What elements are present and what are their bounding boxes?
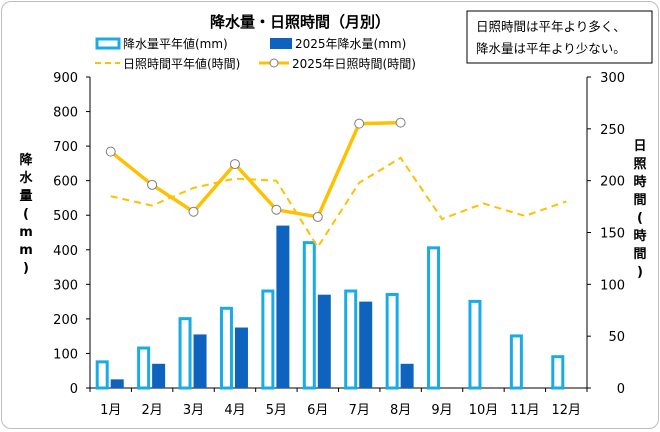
x-tick-label: 7月 bbox=[349, 403, 370, 418]
axis-label-char: 間 bbox=[633, 193, 646, 208]
legend-label-2025-sunshine: 2025年日照時間(時間) bbox=[292, 57, 416, 71]
left-tick-label: 0 bbox=[70, 382, 78, 397]
annotation-line-2: 降水量は平年より少ない。 bbox=[476, 41, 626, 56]
annotation-line-1: 日照時間は平年より多く、 bbox=[476, 19, 626, 34]
point-2025-sunshine bbox=[354, 118, 365, 129]
axis-label-char: 照 bbox=[633, 157, 646, 172]
right-tick-label: 150 bbox=[600, 227, 625, 242]
x-tick-label: 11月 bbox=[510, 403, 540, 418]
left-tick-label: 200 bbox=[53, 313, 78, 328]
point-2025-sunshine bbox=[188, 206, 199, 217]
bar-2025-precip bbox=[193, 334, 207, 388]
x-tick-label: 12月 bbox=[552, 403, 582, 418]
axis-label-char: 間 bbox=[633, 247, 646, 262]
annotation-box: 日照時間は平年より多く、 降水量は平年より少ない。 bbox=[466, 10, 653, 64]
bar-normal-precip bbox=[178, 317, 192, 390]
left-tick-label: 900 bbox=[53, 71, 78, 86]
legend-label-normal-precip: 降水量平年値(mm) bbox=[123, 36, 228, 51]
axis-label-char: 時 bbox=[633, 174, 646, 190]
legend-swatch-2025-sunshine-marker bbox=[269, 58, 279, 68]
x-tick-label: 1月 bbox=[100, 403, 121, 418]
left-tick-label: 800 bbox=[53, 106, 78, 121]
bar-normal-precip bbox=[509, 334, 523, 390]
point-2025-sunshine bbox=[271, 204, 282, 215]
bar-2025-precip bbox=[234, 327, 248, 388]
bar-normal-precip bbox=[385, 292, 399, 390]
bar-normal-precip bbox=[219, 306, 233, 390]
left-tick-label: 600 bbox=[53, 175, 78, 190]
axis-label-char: 降 bbox=[19, 152, 33, 168]
point-2025-sunshine bbox=[105, 146, 116, 157]
plot-area: 0 100 200 300 400 500 600 700 800 900 0 50 100 150 200… bbox=[53, 71, 625, 418]
bar-2025-precip bbox=[317, 294, 331, 388]
legend: 降水量平年値(mm) 2025年降水量(mm) 日照時間平年値(時間) 2025… bbox=[95, 36, 416, 71]
legend-label-2025-precip: 2025年降水量(mm) bbox=[295, 37, 406, 51]
right-tick-label: 300 bbox=[600, 71, 625, 86]
bar-normal-precip bbox=[137, 346, 151, 390]
legend-swatch-normal-precip bbox=[95, 37, 121, 50]
bar-normal-precip bbox=[468, 299, 482, 390]
bar-2025-precip bbox=[276, 225, 290, 388]
axis-label-char: 水 bbox=[19, 170, 33, 186]
right-tick-label: 50 bbox=[608, 330, 625, 345]
chart-title: 降水量・日照時間（月別） bbox=[210, 13, 390, 31]
point-2025-sunshine bbox=[229, 159, 240, 170]
right-tick-label: 200 bbox=[600, 175, 625, 190]
axis-label-char: ) bbox=[23, 261, 29, 276]
left-axis-label: 降水量 ( mm) bbox=[19, 152, 33, 276]
line-2025-sunshine bbox=[109, 120, 401, 219]
x-tick-label: 6月 bbox=[307, 403, 328, 418]
axis-label-char: 日 bbox=[633, 139, 646, 154]
left-tick-label: 300 bbox=[53, 278, 78, 293]
legend-label-normal-sunshine: 日照時間平年値(時間) bbox=[123, 56, 240, 71]
left-tick-label: 400 bbox=[53, 244, 78, 259]
bar-normal-precip bbox=[551, 355, 565, 390]
legend-swatch-2025-precip bbox=[270, 38, 292, 49]
right-tick-label: 100 bbox=[600, 278, 625, 293]
x-tick-label: 10月 bbox=[469, 403, 499, 418]
right-tick-label: 0 bbox=[617, 382, 625, 397]
left-tick-label: 700 bbox=[53, 140, 78, 155]
x-tick-label: 9月 bbox=[431, 403, 452, 418]
point-2025-sunshine bbox=[147, 179, 158, 190]
bar-normal-precip bbox=[261, 289, 275, 390]
x-tick-label: 4月 bbox=[224, 403, 245, 418]
bar-2025-precip bbox=[110, 379, 124, 388]
right-axis-label: 日照時間(時間) bbox=[633, 139, 646, 280]
axis-label-char: ( bbox=[637, 211, 643, 226]
left-tick-label: 100 bbox=[53, 347, 78, 362]
bar-normal-precip bbox=[95, 360, 109, 390]
right-tick-label: 250 bbox=[600, 123, 625, 138]
axis-label-char: 量 bbox=[19, 189, 32, 204]
bar-normal-precip bbox=[302, 241, 316, 390]
left-tick-label: 500 bbox=[53, 209, 78, 224]
bar-2025-precip bbox=[400, 363, 414, 388]
point-2025-sunshine bbox=[395, 117, 406, 128]
x-tick-label: 5月 bbox=[266, 403, 287, 418]
axis-label-char: 時 bbox=[633, 228, 646, 244]
axis-label-char: m bbox=[19, 225, 33, 240]
x-tick-label: 2月 bbox=[141, 403, 162, 418]
x-tick-label: 8月 bbox=[390, 403, 411, 418]
axis-label-char: m bbox=[19, 243, 33, 258]
axis-label-char: ) bbox=[637, 265, 643, 280]
bar-normal-precip bbox=[427, 246, 441, 390]
x-tick-label: 3月 bbox=[183, 403, 204, 418]
bar-2025-precip bbox=[152, 363, 166, 388]
bar-2025-precip bbox=[359, 301, 373, 388]
point-2025-sunshine bbox=[312, 211, 323, 222]
axis-label-char: ( bbox=[23, 207, 29, 222]
bar-normal-precip bbox=[344, 289, 358, 390]
